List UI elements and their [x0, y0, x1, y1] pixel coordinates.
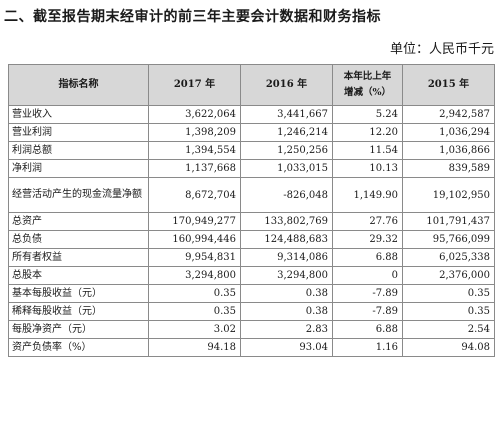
cell-2017: 3.02 — [148, 320, 241, 339]
cell-2016: -826,048 — [240, 177, 333, 213]
cell-change: 12.20 — [332, 123, 403, 142]
table-row: 营业利润 1,398,209 1,246,214 12.20 1,036,294 — [8, 123, 495, 142]
section-title: 二、截至报告期末经审计的前三年主要会计数据和财务指标 — [4, 9, 381, 25]
cell-2016: 124,488,683 — [240, 230, 333, 249]
cell-2016: 0.38 — [240, 302, 333, 321]
header-change-line2: 增减（%） — [343, 87, 392, 98]
unit-label: 单位：人民币千元 — [389, 42, 494, 57]
cell-2016: 1,246,214 — [240, 123, 333, 142]
row-label: 营业收入 — [8, 105, 149, 124]
row-label: 总资产 — [8, 212, 149, 231]
cell-2015: 1,036,294 — [402, 123, 495, 142]
cell-2017: 9,954,831 — [148, 248, 241, 267]
cell-2016: 9,314,086 — [240, 248, 333, 267]
cell-2015: 19,102,950 — [402, 177, 495, 213]
row-label: 净利润 — [8, 159, 149, 178]
table-header-row: 指标名称 2017 年 2016 年 本年比上年 增减（%） 2015 年 — [8, 64, 495, 106]
table-row: 所有者权益 9,954,831 9,314,086 6.88 6,025,338 — [8, 248, 495, 267]
cell-change: -7.89 — [332, 284, 403, 303]
table-row: 总资产 170,949,277 133,802,769 27.76 101,79… — [8, 212, 495, 231]
cell-2017: 8,672,704 — [148, 177, 241, 213]
cell-change: 6.88 — [332, 320, 403, 339]
cell-2017: 0.35 — [148, 302, 241, 321]
row-label: 所有者权益 — [8, 248, 149, 267]
cell-2017: 1,398,209 — [148, 123, 241, 142]
cell-2015: 2.54 — [402, 320, 495, 339]
cell-2017: 160,994,446 — [148, 230, 241, 249]
cell-2016: 3,294,800 — [240, 266, 333, 285]
cell-2016: 133,802,769 — [240, 212, 333, 231]
row-label: 经营活动产生的现金流量净额 — [8, 177, 149, 213]
cell-2015: 2,942,587 — [402, 105, 495, 124]
table-row: 资产负债率（%） 94.18 93.04 1.16 94.08 — [8, 338, 495, 357]
cell-2017: 3,622,064 — [148, 105, 241, 124]
cell-2015: 0.35 — [402, 284, 495, 303]
cell-2015: 94.08 — [402, 338, 495, 357]
cell-2017: 170,949,277 — [148, 212, 241, 231]
table-row: 总负债 160,994,446 124,488,683 29.32 95,766… — [8, 230, 495, 249]
cell-change: 5.24 — [332, 105, 403, 124]
table-row: 利润总额 1,394,554 1,250,256 11.54 1,036,866 — [8, 141, 495, 160]
cell-change: -7.89 — [332, 302, 403, 321]
cell-2015: 95,766,099 — [402, 230, 495, 249]
header-change-line1: 本年比上年 — [343, 71, 392, 82]
row-label: 利润总额 — [8, 141, 149, 160]
cell-2016: 0.38 — [240, 284, 333, 303]
cell-change: 10.13 — [332, 159, 403, 178]
table-row: 每股净资产（元） 3.02 2.83 6.88 2.54 — [8, 320, 495, 339]
row-label: 总股本 — [8, 266, 149, 285]
cell-2015: 101,791,437 — [402, 212, 495, 231]
cell-change: 1.16 — [332, 338, 403, 357]
row-label: 基本每股收益（元） — [8, 284, 149, 303]
header-2017: 2017 年 — [148, 64, 241, 106]
cell-change: 27.76 — [332, 212, 403, 231]
header-indicator-name: 指标名称 — [8, 64, 149, 106]
header-change: 本年比上年 增减（%） — [332, 64, 403, 106]
row-label: 每股净资产（元） — [8, 320, 149, 339]
cell-2017: 1,137,668 — [148, 159, 241, 178]
table-row: 净利润 1,137,668 1,033,015 10.13 839,589 — [8, 159, 495, 178]
cell-2015: 0.35 — [402, 302, 495, 321]
cell-2017: 94.18 — [148, 338, 241, 357]
cell-2015: 1,036,866 — [402, 141, 495, 160]
cell-2016: 3,441,667 — [240, 105, 333, 124]
row-label: 总负债 — [8, 230, 149, 249]
cell-2016: 93.04 — [240, 338, 333, 357]
cell-2015: 6,025,338 — [402, 248, 495, 267]
cell-2016: 2.83 — [240, 320, 333, 339]
row-label: 资产负债率（%） — [8, 338, 149, 357]
cell-2017: 1,394,554 — [148, 141, 241, 160]
table-row: 基本每股收益（元） 0.35 0.38 -7.89 0.35 — [8, 284, 495, 303]
table-row: 总股本 3,294,800 3,294,800 0 2,376,000 — [8, 266, 495, 285]
financial-data-table: 指标名称 2017 年 2016 年 本年比上年 增减（%） 2015 年 营业… — [8, 64, 495, 357]
header-2015: 2015 年 — [402, 64, 495, 106]
table-row: 稀释每股收益（元） 0.35 0.38 -7.89 0.35 — [8, 302, 495, 321]
header-2016: 2016 年 — [240, 64, 333, 106]
cell-2017: 0.35 — [148, 284, 241, 303]
cell-2017: 3,294,800 — [148, 266, 241, 285]
row-label: 营业利润 — [8, 123, 149, 142]
cell-2015: 2,376,000 — [402, 266, 495, 285]
cell-change: 11.54 — [332, 141, 403, 160]
cell-change: 6.88 — [332, 248, 403, 267]
cell-change: 29.32 — [332, 230, 403, 249]
cell-2016: 1,033,015 — [240, 159, 333, 178]
cell-2016: 1,250,256 — [240, 141, 333, 160]
table-row: 经营活动产生的现金流量净额 8,672,704 -826,048 1,149.9… — [8, 177, 495, 213]
table-row: 营业收入 3,622,064 3,441,667 5.24 2,942,587 — [8, 105, 495, 124]
row-label: 稀释每股收益（元） — [8, 302, 149, 321]
cell-change: 1,149.90 — [332, 177, 403, 213]
cell-change: 0 — [332, 266, 403, 285]
cell-2015: 839,589 — [402, 159, 495, 178]
